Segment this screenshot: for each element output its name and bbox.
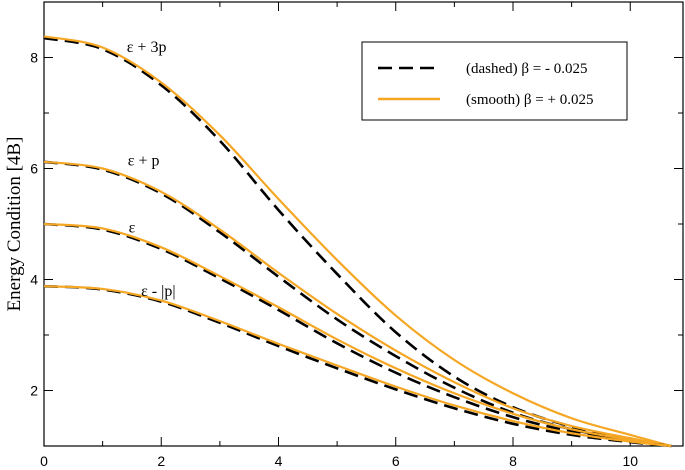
x-tick-label: 8 [509, 453, 517, 469]
y-tick-label: 2 [30, 383, 38, 399]
series-1-dashed-line [43, 160, 672, 448]
legend: (dashed) β = - 0.025 (smooth) β = + 0.02… [361, 41, 628, 121]
x-tick-label: 10 [622, 453, 638, 469]
curve-label-3: ε - |p| [141, 283, 175, 300]
x-tick-label: 6 [392, 453, 400, 469]
legend-box [361, 41, 628, 121]
x-tick-label: 0 [40, 453, 48, 469]
x-axis-ticks: 0 2 4 6 8 10 [40, 2, 638, 469]
series-0-smooth-line [43, 35, 672, 448]
x-tick-label: 2 [157, 453, 165, 469]
x-tick-label: 4 [275, 453, 283, 469]
series-1-smooth-line [43, 160, 672, 448]
series-2-dashed-line [43, 222, 672, 448]
legend-dashed-label: (dashed) β = - 0.025 [466, 61, 587, 77]
series-0-dashed-line [43, 36, 672, 448]
y-axis-label: Energy Condition [4B] [4, 137, 25, 312]
curve-labels: ε + 3p ε + p ε ε - |p| [127, 39, 176, 300]
series-3-smooth-line [43, 285, 672, 448]
legend-smooth-label: (smooth) β = + 0.025 [466, 92, 593, 108]
curve-label-2: ε [129, 219, 136, 236]
series-2-smooth-line [43, 222, 672, 448]
curve-label-1: ε + p [128, 153, 160, 170]
y-tick-label: 8 [30, 50, 38, 66]
curve-label-0: ε + 3p [127, 39, 167, 56]
curves [43, 35, 672, 448]
y-tick-label: 6 [30, 161, 38, 177]
y-tick-label: 4 [30, 272, 38, 288]
series-3-dashed-line [43, 284, 672, 448]
y-axis-ticks: 2 4 6 8 [30, 1, 683, 447]
